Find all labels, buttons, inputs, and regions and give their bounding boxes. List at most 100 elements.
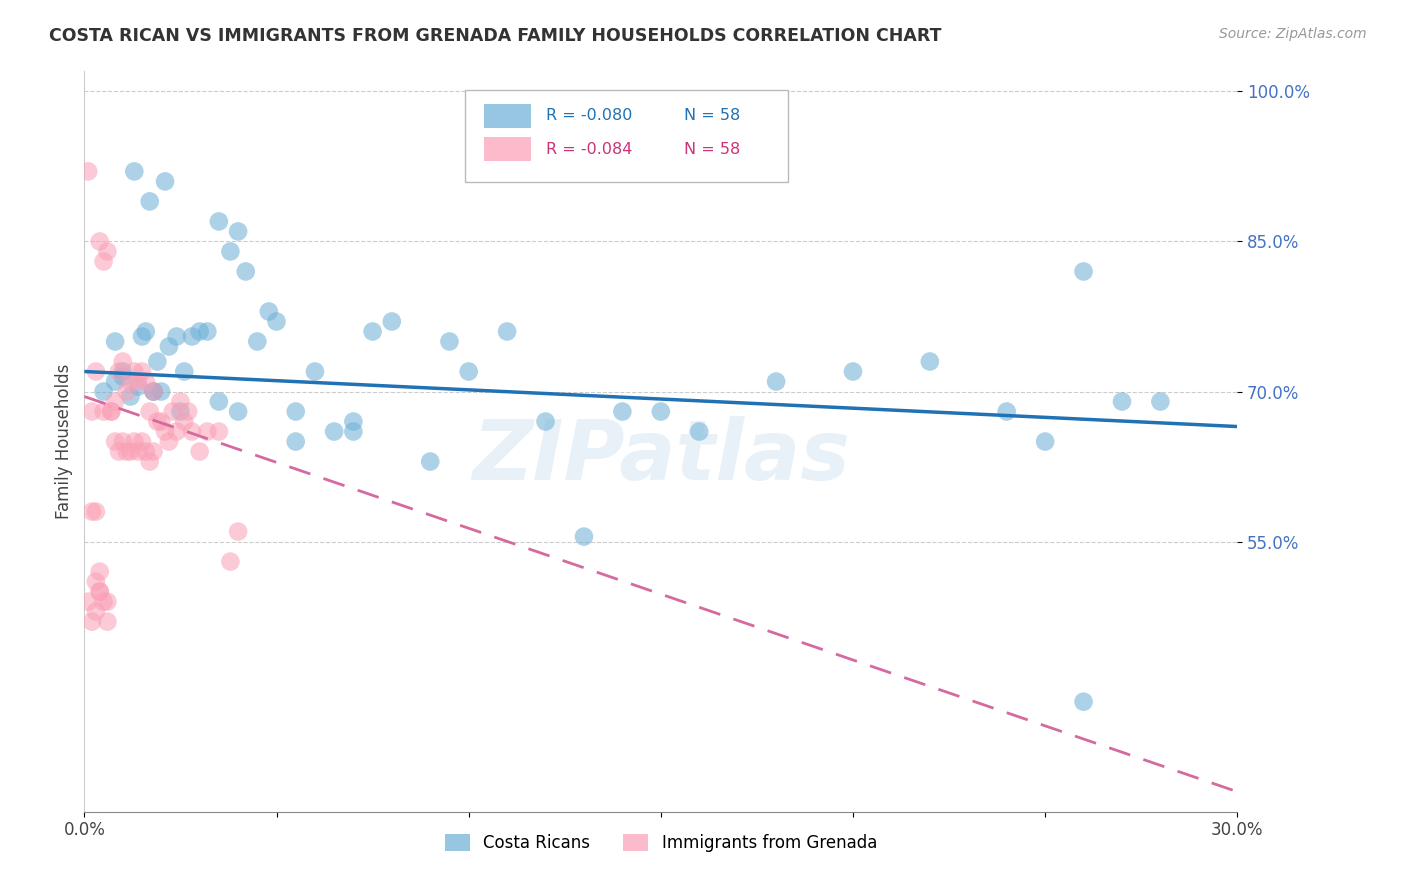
Point <box>96 594 118 608</box>
Point <box>153 174 176 188</box>
Point <box>138 454 160 468</box>
Point <box>208 214 231 228</box>
Point <box>995 404 1018 418</box>
Point <box>219 244 242 259</box>
Point <box>127 379 149 393</box>
Point <box>169 394 191 409</box>
Point <box>1111 394 1133 409</box>
Point <box>162 404 184 418</box>
Point <box>142 384 165 399</box>
Point <box>89 235 111 249</box>
Point <box>142 384 165 399</box>
Point <box>131 434 153 449</box>
Point <box>77 164 100 178</box>
Point <box>1073 695 1095 709</box>
Point <box>104 394 127 409</box>
Point <box>208 394 231 409</box>
Point <box>208 425 231 439</box>
Point <box>284 404 307 418</box>
Text: R = -0.084: R = -0.084 <box>546 142 631 157</box>
Point <box>439 334 461 349</box>
Point <box>93 254 115 268</box>
Text: COSTA RICAN VS IMMIGRANTS FROM GRENADA FAMILY HOUSEHOLDS CORRELATION CHART: COSTA RICAN VS IMMIGRANTS FROM GRENADA F… <box>49 27 942 45</box>
Point <box>765 375 787 389</box>
Point <box>84 574 107 589</box>
Point <box>100 404 122 418</box>
Point <box>108 444 131 458</box>
FancyBboxPatch shape <box>465 90 787 183</box>
Point <box>361 325 384 339</box>
Text: R = -0.080: R = -0.080 <box>546 108 631 123</box>
Point <box>108 364 131 378</box>
Point <box>84 605 107 619</box>
Point <box>842 364 865 378</box>
Point <box>219 555 242 569</box>
Point <box>534 415 557 429</box>
Point <box>304 364 326 378</box>
Text: N = 58: N = 58 <box>683 142 740 157</box>
Point <box>419 454 441 468</box>
Point <box>104 334 127 349</box>
Point <box>918 354 941 368</box>
Point <box>169 404 191 418</box>
Point <box>166 329 188 343</box>
Point <box>496 325 519 339</box>
Point <box>381 314 404 328</box>
Point <box>188 325 211 339</box>
Legend: Costa Ricans, Immigrants from Grenada: Costa Ricans, Immigrants from Grenada <box>437 828 884 859</box>
Point <box>138 194 160 209</box>
Point <box>124 164 146 178</box>
Point <box>89 584 111 599</box>
Point <box>1033 434 1056 449</box>
Point <box>342 415 364 429</box>
Point <box>120 390 142 404</box>
Point <box>89 565 111 579</box>
Point <box>104 375 127 389</box>
Y-axis label: Family Households: Family Households <box>55 364 73 519</box>
Point <box>80 615 103 629</box>
Point <box>226 404 249 418</box>
Point <box>120 375 142 389</box>
Point <box>650 404 672 418</box>
Point <box>173 364 195 378</box>
Point <box>135 444 157 458</box>
Point <box>84 364 107 378</box>
Point <box>246 334 269 349</box>
Point <box>266 314 288 328</box>
Text: ZIPatlas: ZIPatlas <box>472 416 849 497</box>
Point <box>131 364 153 378</box>
Point <box>115 444 138 458</box>
Point <box>688 425 710 439</box>
Point <box>1073 264 1095 278</box>
Point <box>342 425 364 439</box>
Point <box>111 369 134 384</box>
Point <box>284 434 307 449</box>
Point <box>166 425 188 439</box>
Point <box>323 425 346 439</box>
Point <box>111 434 134 449</box>
Point <box>111 364 134 378</box>
Point <box>195 325 218 339</box>
Point <box>150 415 173 429</box>
Point <box>1149 394 1171 409</box>
Point <box>93 404 115 418</box>
Point <box>135 375 157 389</box>
Point <box>142 384 165 399</box>
Point <box>93 594 115 608</box>
Point <box>131 329 153 343</box>
Point <box>138 404 160 418</box>
Point <box>80 404 103 418</box>
Point <box>111 354 134 368</box>
Point <box>89 584 111 599</box>
Point <box>153 425 176 439</box>
Point <box>104 434 127 449</box>
Point <box>96 615 118 629</box>
Point <box>177 404 200 418</box>
Point <box>457 364 479 378</box>
Text: N = 58: N = 58 <box>683 108 740 123</box>
Point <box>80 505 103 519</box>
Point <box>124 364 146 378</box>
Point <box>146 415 169 429</box>
Point <box>195 425 218 439</box>
Point <box>93 384 115 399</box>
